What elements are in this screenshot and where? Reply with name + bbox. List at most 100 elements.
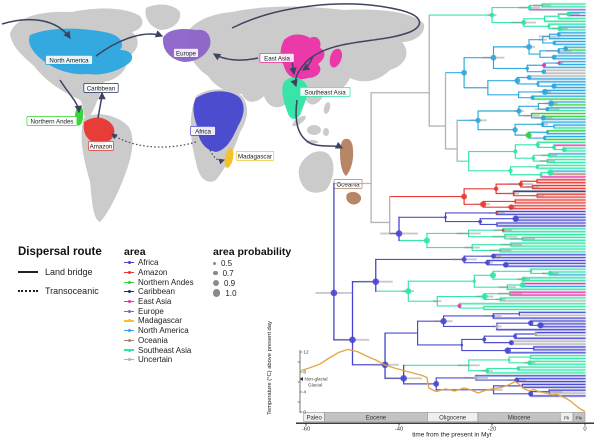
area-marker-africa <box>124 261 134 265</box>
probability-circle <box>213 289 221 297</box>
legend-area-probability-items: 0.5 0.7 0.9 1.0 <box>213 258 291 298</box>
transoceanic-route-arrow <box>111 133 197 148</box>
map-island <box>292 115 306 127</box>
ancestral-area-node <box>518 181 524 187</box>
map-label-eastasia: East Asia <box>259 53 295 63</box>
probability-item-0.7: 0.7 <box>213 268 291 278</box>
area-marker-andes <box>124 280 134 284</box>
solid-line-sample <box>18 271 38 273</box>
area-item-andes: Northern Andes <box>124 277 194 287</box>
ancestral-area-node <box>491 314 495 318</box>
probability-circle <box>213 261 216 265</box>
ancestral-area-node <box>547 24 551 28</box>
temperature-axis-label: Temperature (°C) above present day <box>267 321 273 415</box>
land-bridge-route-arrow <box>95 30 164 57</box>
ancestral-area-node <box>557 61 561 65</box>
ancestral-area-node <box>512 215 519 222</box>
ancestral-area-node <box>545 130 549 134</box>
area-marker-uncertain <box>124 358 134 362</box>
svg-text:Caribbean: Caribbean <box>87 85 116 92</box>
ancestral-area-node <box>475 117 481 124</box>
ancestral-area-node <box>508 340 514 346</box>
ancestral-area-node <box>493 186 499 192</box>
ancestral-area-node <box>537 322 544 329</box>
ancestral-area-node <box>547 270 553 277</box>
dispersal-item-dotted: Transoceanic <box>18 286 130 296</box>
ancestral-area-node <box>478 219 483 224</box>
map-label-andes: Northern Andes <box>26 116 78 126</box>
ancestral-area-node <box>545 107 550 112</box>
ancestral-area-node <box>551 83 557 89</box>
era-band-Ple <box>572 412 586 422</box>
svg-text:East Asia: East Asia <box>264 55 290 62</box>
svg-text:0: 0 <box>303 410 306 415</box>
ancestral-area-node <box>566 11 571 17</box>
legend-dispersal-title: Dispersal route <box>18 246 102 258</box>
ancestral-area-node <box>557 25 563 32</box>
ancestral-area-node <box>540 115 546 121</box>
area-marker-caribbean <box>124 290 134 294</box>
ancestral-area-node <box>534 332 538 336</box>
area-item-madagascar: Madagascar <box>124 316 194 326</box>
svg-text:Amazon: Amazon <box>90 143 113 150</box>
ancestral-area-node <box>547 153 551 157</box>
ancestral-area-node <box>531 156 536 161</box>
map-label-caribbean: Caribbean <box>83 83 119 93</box>
legend-area-probability-title: area probability <box>213 246 292 258</box>
ancestral-area-node <box>330 289 338 297</box>
area-item-label: East Asia <box>138 297 172 307</box>
map-region-amazon <box>83 117 115 144</box>
area-item-label: Amazon <box>138 268 168 278</box>
probability-item-1.0: 1.0 <box>213 288 291 298</box>
probability-item-0.5: 0.5 <box>213 258 291 268</box>
probability-circle <box>213 270 218 276</box>
ancestral-area-node <box>502 261 509 268</box>
ancestral-area-node <box>372 278 380 285</box>
svg-text:-20: -20 <box>488 427 496 433</box>
map-label-northamerica: North America <box>45 55 93 65</box>
legend-area-items: Africa Amazon Northern Andes Caribbean East … <box>124 258 194 365</box>
land-bridge-route-arrow <box>295 99 344 149</box>
ancestral-area-node <box>508 168 513 173</box>
svg-text:12: 12 <box>303 350 309 355</box>
svg-text:Eocene: Eocene <box>366 415 387 421</box>
land-bridge-route-arrow <box>97 91 106 119</box>
ancestral-area-node <box>513 149 518 154</box>
ancestral-area-node <box>536 82 540 86</box>
probability-value: 0.5 <box>221 258 233 268</box>
map-island <box>307 125 321 135</box>
ancestral-area-node <box>512 127 518 133</box>
ancestral-area-node <box>528 391 534 397</box>
ancestral-area-node <box>400 375 407 382</box>
ancestral-area-node <box>485 260 490 266</box>
map-label-africa: Africa <box>190 126 216 136</box>
svg-text:Southeast Asia: Southeast Asia <box>304 89 346 96</box>
ancestral-area-node <box>444 215 447 219</box>
legend-area-probability: area probability 0.5 0.7 0.9 1.0 <box>213 246 291 298</box>
area-marker-northamerica <box>124 329 134 333</box>
land-bridge-route-arrow <box>1 18 71 40</box>
map-region-oceania <box>346 191 362 205</box>
ancestral-area-node <box>527 5 532 10</box>
area-marker-seasia <box>124 348 134 352</box>
ancestral-area-node <box>472 279 476 283</box>
area-item-europe: Europe <box>124 306 194 316</box>
map-label-oceania: Oceania <box>333 179 363 189</box>
era-band-Eocene <box>324 412 428 422</box>
ancestral-area-node <box>423 237 430 244</box>
era-band-Miocene <box>477 412 561 422</box>
map-island <box>323 102 331 114</box>
time-axis-label: time from the present in Myr <box>412 432 492 438</box>
ancestral-area-node <box>405 288 412 295</box>
ancestral-area-node <box>473 375 478 380</box>
svg-text:North America: North America <box>49 57 89 64</box>
ancestral-area-node <box>526 43 532 50</box>
ancestral-area-node <box>551 54 557 60</box>
area-item-label: Uncertain <box>138 355 173 365</box>
ancestral-area-node <box>512 192 515 195</box>
svg-text:Paleo: Paleo <box>306 415 322 421</box>
ancestral-area-node <box>541 88 548 95</box>
ancestral-area-node <box>461 193 468 200</box>
svg-text:-40: -40 <box>395 427 403 433</box>
ancestral-area-node <box>440 318 447 325</box>
